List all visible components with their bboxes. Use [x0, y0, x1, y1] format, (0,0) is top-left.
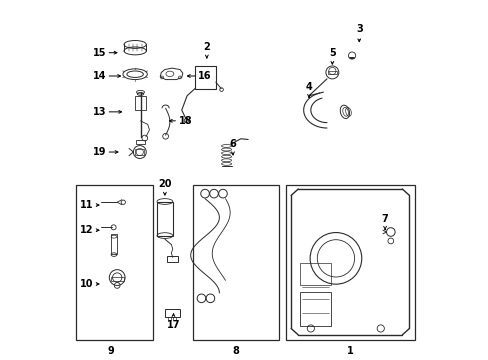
Text: 9: 9: [107, 346, 114, 356]
Bar: [167, 256, 178, 262]
Text: 12: 12: [80, 225, 93, 235]
Text: 5: 5: [328, 48, 335, 58]
Bar: [164, 309, 180, 317]
Text: 6: 6: [229, 139, 236, 149]
Text: 15: 15: [92, 48, 106, 58]
Text: 16: 16: [198, 71, 211, 81]
Text: 20: 20: [158, 179, 171, 189]
Bar: [157, 202, 172, 235]
Bar: [300, 263, 330, 285]
Bar: [300, 292, 330, 326]
Text: 19: 19: [92, 147, 106, 157]
Bar: [285, 185, 414, 339]
Text: 1: 1: [346, 346, 353, 356]
Bar: [327, 71, 336, 74]
Bar: [135, 96, 145, 110]
Bar: [111, 234, 117, 253]
Bar: [135, 149, 144, 155]
Bar: [76, 185, 153, 339]
Bar: [110, 277, 123, 281]
Bar: [192, 185, 278, 339]
Text: 7: 7: [381, 215, 387, 224]
Text: 17: 17: [166, 320, 180, 330]
Text: 11: 11: [80, 200, 93, 210]
Text: 2: 2: [203, 42, 210, 52]
Text: 14: 14: [92, 71, 106, 81]
Text: 13: 13: [92, 107, 106, 117]
Text: 18: 18: [178, 116, 192, 126]
Text: 8: 8: [232, 346, 239, 356]
Bar: [195, 66, 215, 89]
Bar: [136, 140, 144, 144]
Text: 10: 10: [80, 279, 93, 289]
Text: 4: 4: [305, 82, 312, 92]
Text: 3: 3: [355, 24, 362, 35]
